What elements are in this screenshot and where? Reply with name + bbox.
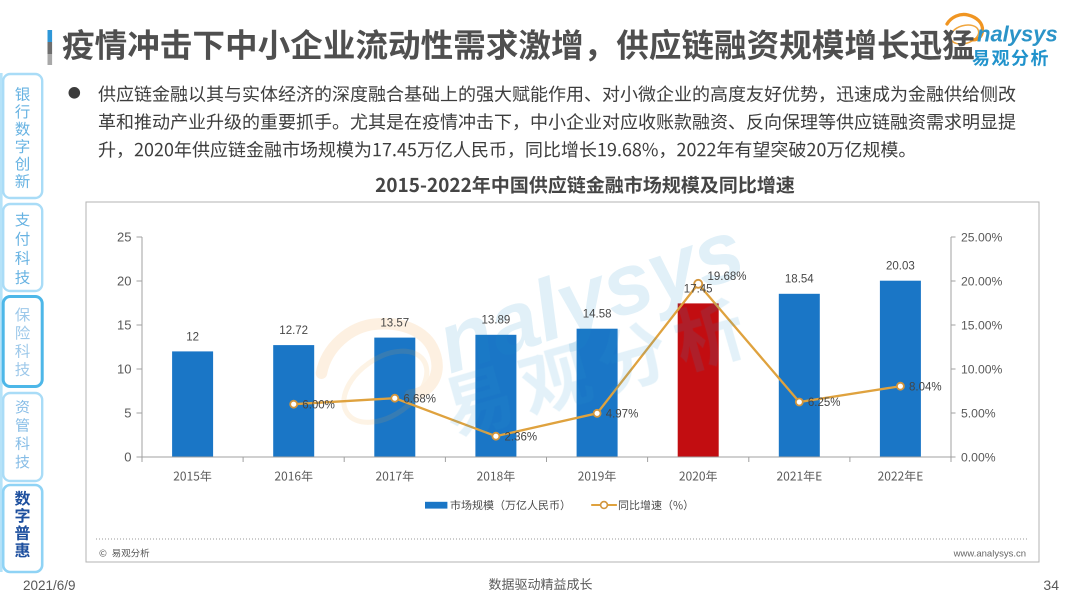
svg-text:2.36%: 2.36% [505, 431, 538, 443]
svg-text:10: 10 [117, 362, 131, 377]
svg-text:14.58: 14.58 [583, 309, 612, 321]
svg-text:10.00%: 10.00% [961, 362, 1002, 376]
svg-text:34: 34 [1043, 577, 1059, 593]
svg-text:20.00%: 20.00% [961, 274, 1002, 288]
svg-text:12: 12 [186, 331, 199, 343]
svg-text:25.00%: 25.00% [961, 230, 1002, 244]
svg-text:13.57: 13.57 [380, 318, 409, 330]
svg-text:5.00%: 5.00% [961, 406, 996, 420]
svg-text:6.68%: 6.68% [403, 393, 436, 405]
svg-text:2021/6/9: 2021/6/9 [23, 578, 76, 593]
svg-text:25: 25 [117, 230, 131, 245]
svg-text:13.89: 13.89 [482, 315, 511, 327]
svg-text:6.00%: 6.00% [302, 399, 335, 411]
svg-text:15.00%: 15.00% [961, 318, 1002, 332]
svg-text:5: 5 [124, 406, 131, 421]
svg-text:www.analysys.cn: www.analysys.cn [953, 549, 1026, 560]
svg-text:8.04%: 8.04% [909, 381, 942, 393]
svg-text:4.97%: 4.97% [606, 409, 639, 421]
svg-text:17.45: 17.45 [684, 283, 713, 295]
svg-text:15: 15 [117, 318, 131, 333]
svg-text:18.54: 18.54 [785, 274, 814, 286]
svg-text:20.03: 20.03 [886, 261, 915, 273]
svg-text:6.25%: 6.25% [808, 397, 841, 409]
svg-text:0.00%: 0.00% [961, 450, 996, 464]
svg-text:19.68%: 19.68% [708, 271, 747, 283]
svg-text:12.72: 12.72 [279, 325, 308, 337]
svg-text:20: 20 [117, 274, 131, 289]
svg-text:0: 0 [124, 450, 131, 465]
svg-text:nalysys: nalysys [977, 22, 1058, 47]
